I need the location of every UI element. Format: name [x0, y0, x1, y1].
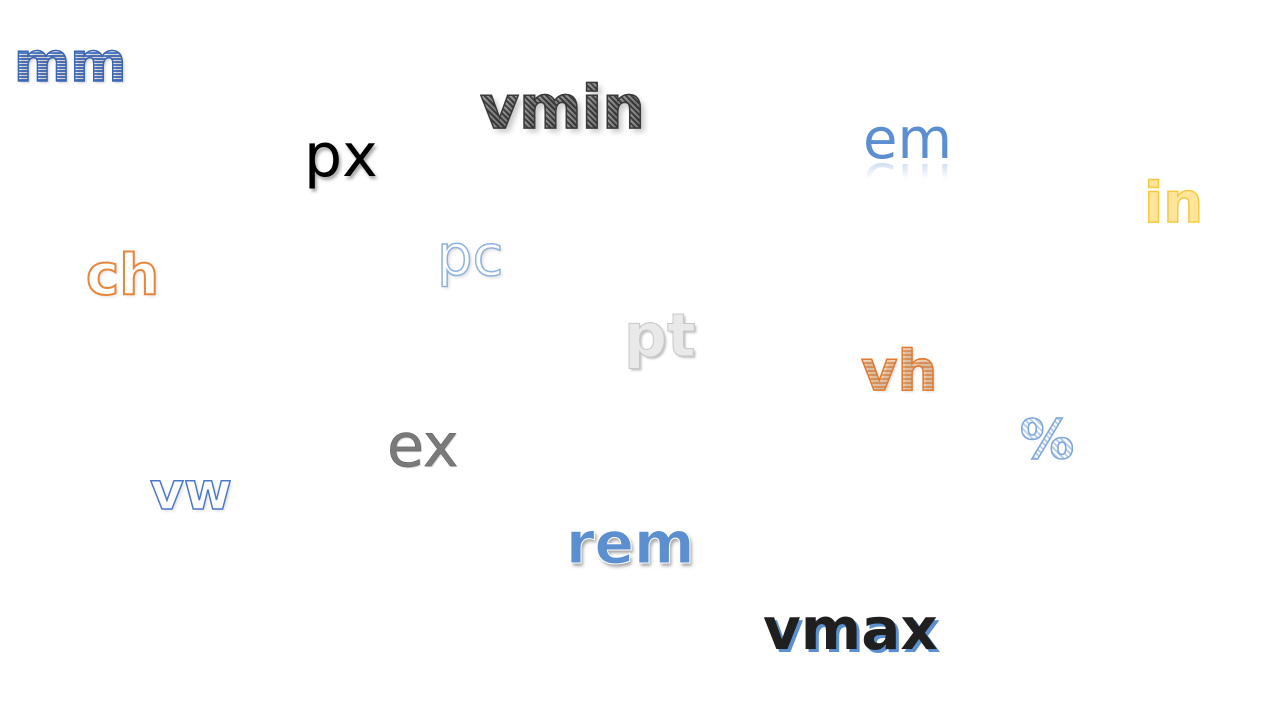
unit-pc-text: pc — [436, 224, 504, 289]
unit-vh-text: vh — [860, 339, 938, 404]
unit-in-text: in — [1143, 171, 1204, 236]
unit-percent-text: % — [1019, 408, 1075, 471]
unit-mm-text: mm — [13, 31, 127, 94]
unit-pt-text: pt — [624, 301, 697, 371]
unit-ch-text: ch — [85, 243, 160, 308]
unit-ex-text: ex — [387, 411, 459, 481]
unit-px-text: px — [304, 121, 378, 191]
unit-vw-text: vw — [149, 462, 232, 522]
unit-vmin-text: vmin — [479, 73, 645, 143]
unit-em-text: em — [863, 107, 953, 172]
unit-rem-text: rem — [565, 509, 695, 577]
unit-vmax-text: vmax — [763, 595, 938, 663]
